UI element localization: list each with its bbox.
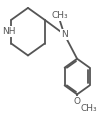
Text: NH: NH: [2, 27, 15, 36]
Text: CH₃: CH₃: [52, 11, 68, 20]
Text: CH₃: CH₃: [81, 104, 97, 113]
Text: N: N: [61, 30, 68, 39]
Text: O: O: [74, 97, 81, 106]
